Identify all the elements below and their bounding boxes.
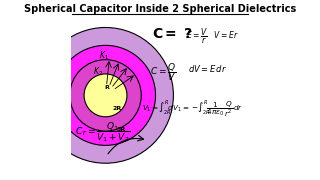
- Text: $C_T = \dfrac{Q_1}{V_1 + V_2}$: $C_T = \dfrac{Q_1}{V_1 + V_2}$: [75, 120, 131, 144]
- Text: $E = \dfrac{V}{r}\ \ \ V = Er$: $E = \dfrac{V}{r}\ \ \ V = Er$: [186, 27, 239, 46]
- Text: $V_1 = \!\int_{2R}^{R}\!\! dV_1 = -\!\int_{2R}^{R}\!\! \dfrac{1}{4\pi\varepsilon: $V_1 = \!\int_{2R}^{R}\!\! dV_1 = -\!\in…: [142, 98, 243, 119]
- Text: 2R: 2R: [113, 106, 122, 111]
- Text: 3R: 3R: [117, 127, 126, 132]
- Text: R: R: [104, 85, 109, 90]
- Circle shape: [38, 28, 173, 163]
- Circle shape: [70, 60, 141, 131]
- Circle shape: [55, 45, 156, 145]
- Text: $\mathbf{C = \ ?}$: $\mathbf{C = \ ?}$: [152, 27, 193, 41]
- Text: Spherical Capacitor Inside 2 Spherical Dielectrics: Spherical Capacitor Inside 2 Spherical D…: [24, 4, 296, 14]
- Circle shape: [84, 74, 127, 117]
- Text: $K_2$: $K_2$: [93, 66, 103, 78]
- Text: $K_1$: $K_1$: [99, 50, 109, 62]
- Text: $C = \dfrac{Q}{V}$: $C = \dfrac{Q}{V}$: [150, 61, 177, 83]
- Text: $dV = E\,dr$: $dV = E\,dr$: [188, 63, 227, 74]
